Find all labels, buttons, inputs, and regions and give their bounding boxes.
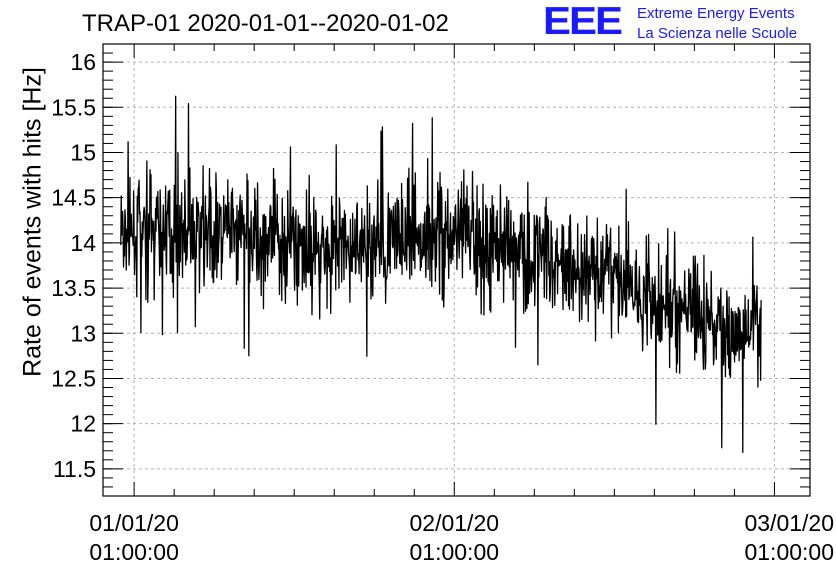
y-tick-label: 12.5	[51, 365, 96, 391]
series-line	[121, 96, 761, 452]
y-tick-label: 15	[70, 139, 96, 165]
y-tick-label: 12	[70, 411, 96, 437]
x-tick-label: 03/01/20	[744, 510, 834, 536]
x-tick-label: 01:00:00	[410, 539, 500, 565]
x-tick-label: 01/01/20	[89, 510, 179, 536]
x-tick-label: 01:00:00	[744, 539, 834, 565]
y-tick-label: 11.5	[53, 456, 96, 482]
y-tick-label: 14	[70, 230, 96, 256]
x-tick-label: 01:00:00	[89, 539, 179, 565]
y-tick-label: 14.5	[51, 185, 96, 211]
y-tick-label: 13	[70, 320, 96, 346]
y-tick-label: 13.5	[51, 275, 96, 301]
y-tick-label: 15.5	[51, 94, 96, 120]
x-tick-label: 02/01/20	[410, 510, 500, 536]
y-tick-label: 16	[70, 49, 96, 75]
